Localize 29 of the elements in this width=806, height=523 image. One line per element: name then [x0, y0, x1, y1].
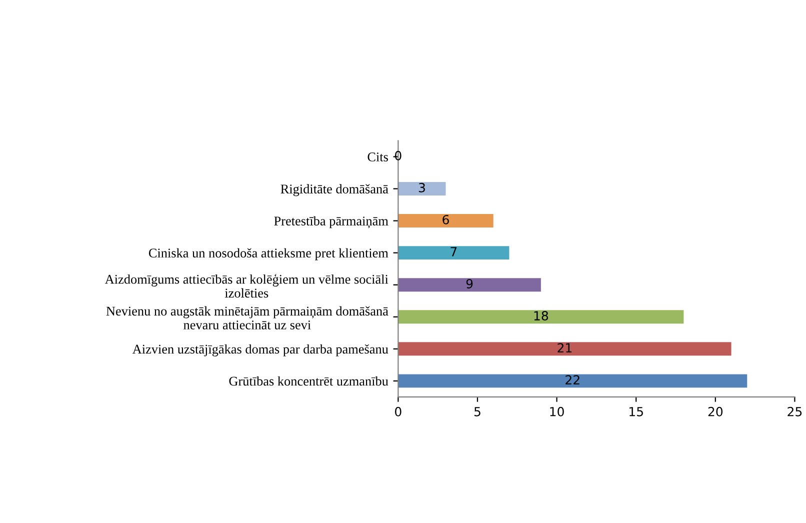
y-tick-label: Cits — [368, 152, 388, 162]
x-tick-label: 0 — [395, 406, 402, 416]
y-tick-label: Grūtības koncentrēt uzmanību — [229, 376, 388, 386]
y-tick-label: Aizdomīgums attiecībās ar kolēģiem un vēlme sociāli izolēties — [104, 274, 388, 298]
bar — [398, 278, 541, 292]
bar — [398, 182, 446, 196]
y-tick-label: Pretestība pārmaiņām — [274, 216, 388, 228]
x-tick-label: 5 — [474, 407, 480, 416]
data-label: 9 — [466, 279, 473, 288]
y-tick-label: Ciniska un nosodoša attieksme pret klientiem — [148, 248, 388, 260]
data-label: 6 — [442, 214, 449, 224]
x-tick-label: 10 — [550, 406, 564, 416]
y-tick-label: Nevienu no augstāk minētajām pārmaiņām domāšanā nevaru attiecināt uz sevi — [106, 306, 388, 330]
data-label: 21 — [558, 343, 572, 352]
x-tick-label: 25 — [788, 406, 802, 416]
bar — [398, 310, 684, 324]
bar — [398, 374, 748, 388]
y-tick-label: Rigiditāte domāšanā — [280, 184, 388, 196]
data-label: 22 — [566, 375, 580, 384]
data-label: 7 — [450, 247, 457, 256]
bar — [398, 214, 494, 228]
bar — [398, 342, 732, 356]
bar — [398, 246, 510, 260]
data-label: 3 — [418, 182, 425, 192]
x-tick-label: 20 — [708, 406, 723, 416]
data-label: 18 — [534, 311, 548, 320]
x-tick-label: 15 — [630, 407, 643, 416]
data-label: 0 — [395, 150, 402, 160]
y-tick-label: Aizvien uzstājīgākas domas par darba pamešanu — [132, 344, 388, 356]
